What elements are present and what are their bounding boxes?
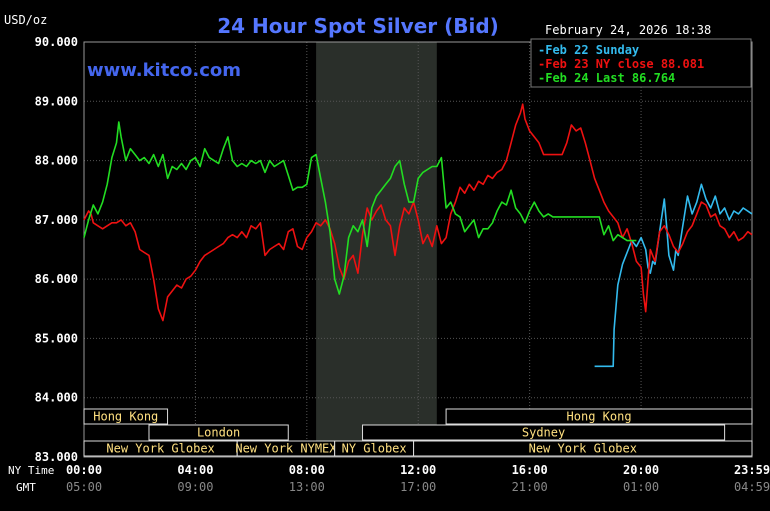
session-label: London — [197, 426, 240, 440]
session-box — [362, 424, 726, 441]
legend: -Feb 22 Sunday -Feb 23 NY close 88.081 -… — [530, 38, 752, 88]
x-tick-gmt: 21:00 — [512, 480, 548, 494]
x-tick-ny: 16:00 — [512, 463, 548, 477]
x-tick-gmt: 01:00 — [623, 480, 659, 494]
unit-label: USD/oz — [4, 13, 47, 27]
y-tick-label: 86.000 — [35, 272, 78, 286]
session-label: Sydney — [522, 426, 565, 440]
session-label: NY Globex — [342, 442, 407, 456]
x-tick-gmt: 05:00 — [66, 480, 102, 494]
date-label: February 24, 2026 18:38 — [545, 23, 711, 37]
y-tick-label: 89.000 — [35, 94, 78, 108]
plot-frame — [83, 41, 753, 458]
series-line-1 — [83, 103, 753, 322]
x-tick-ny: 08:00 — [289, 463, 325, 477]
series-lines — [83, 103, 753, 368]
y-tick-label: 85.000 — [35, 331, 78, 345]
x-axis-ticks: 00:00 05:00 04:00 09:00 08:00 13:00 12:00 17:00… — [66, 463, 770, 494]
x-tick-gmt: 17:00 — [400, 480, 436, 494]
session-label: Hong Kong — [93, 410, 158, 424]
legend-box — [530, 38, 752, 88]
session-label: New York NYMEX — [235, 442, 337, 456]
session-label: New York Globex — [106, 442, 214, 456]
session-box — [445, 408, 753, 425]
x-tick-gmt: 04:59 — [734, 480, 770, 494]
legend-feb22: -Feb 22 Sunday — [538, 43, 639, 57]
x-tick-ny: 00:00 — [66, 463, 102, 477]
session-label: Hong Kong — [567, 410, 632, 424]
watermark: www.kitco.com — [87, 60, 241, 81]
session-label: New York Globex — [529, 442, 637, 456]
y-tick-label: 84.000 — [35, 391, 78, 405]
legend-feb23: -Feb 23 NY close 88.081 — [538, 57, 704, 71]
y-tick-label: 87.000 — [35, 213, 78, 227]
y-tick-label: 90.000 — [35, 35, 78, 49]
legend-feb24: -Feb 24 Last 86.764 — [538, 71, 675, 85]
ny-time-label: NY Time — [8, 464, 54, 477]
y-axis-ticks: 90.000 89.000 88.000 87.000 86.000 85.000 84.0… — [35, 35, 78, 464]
session-box — [148, 424, 289, 441]
x-tick-gmt: 13:00 — [289, 480, 325, 494]
session-box — [413, 440, 753, 457]
x-tick-ny: 20:00 — [623, 463, 659, 477]
x-tick-ny: 12:00 — [400, 463, 436, 477]
gmt-label: GMT — [16, 481, 36, 494]
x-tick-ny: 04:00 — [177, 463, 213, 477]
x-tick-gmt: 09:00 — [177, 480, 213, 494]
y-tick-label: 88.000 — [35, 154, 78, 168]
y-tick-label: 83.000 — [35, 450, 78, 464]
chart-title: 24 Hour Spot Silver (Bid) — [217, 14, 499, 38]
series-line-2 — [83, 121, 637, 295]
market-sessions: Hong Kong Hong Kong London Sydney New York G… — [83, 408, 753, 457]
x-tick-ny: 23:59 — [734, 463, 770, 477]
session-box — [83, 408, 169, 425]
